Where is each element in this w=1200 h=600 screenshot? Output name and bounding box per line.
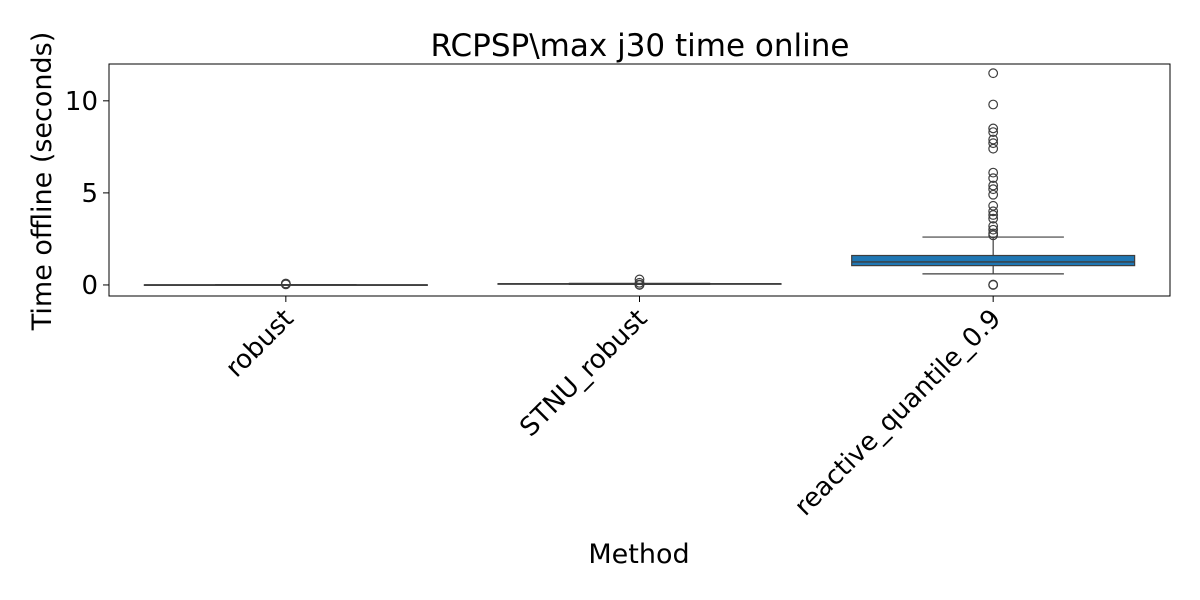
x-axis-label: Method <box>588 539 689 570</box>
outlier-point <box>988 173 999 184</box>
y-tick-label: 10 <box>65 87 98 117</box>
outlier-point <box>988 123 999 134</box>
outlier-point <box>634 274 645 285</box>
outlier-point <box>988 138 999 149</box>
outlier-point <box>988 180 999 191</box>
outlier-point <box>988 184 999 195</box>
x-tick-label: robust <box>220 304 300 384</box>
outlier-point <box>988 99 999 110</box>
outlier-point <box>988 68 999 79</box>
outlier-point <box>988 143 999 154</box>
outlier-point <box>988 200 999 211</box>
y-axis-label: Time offline (seconds) <box>27 32 58 332</box>
outlier-point <box>988 127 999 138</box>
outlier-point <box>988 210 999 220</box>
outlier-point <box>988 206 999 217</box>
x-tick-label: STNU_robust <box>514 304 653 443</box>
outlier-point <box>988 167 999 178</box>
outlier-point <box>988 221 999 231</box>
chart-title: RCPSP\max j30 time online <box>431 28 850 64</box>
outlier-point <box>988 279 999 290</box>
outlier-point <box>988 189 999 200</box>
outlier-point <box>988 224 999 235</box>
outlier-point <box>988 213 999 224</box>
outlier-point <box>634 277 645 288</box>
outlier-point <box>988 228 999 239</box>
y-tick-label: 5 <box>81 179 98 209</box>
box-iqr <box>851 254 1136 267</box>
outlier-point <box>988 134 999 145</box>
plot-area: 0 5 10 robust STNU_robust reactive_quantile_0… <box>65 63 1171 522</box>
x-tick-label: reactive_quantile_0.9 <box>789 304 1007 522</box>
y-tick-label: 0 <box>81 271 98 301</box>
outlier-point <box>280 278 291 289</box>
